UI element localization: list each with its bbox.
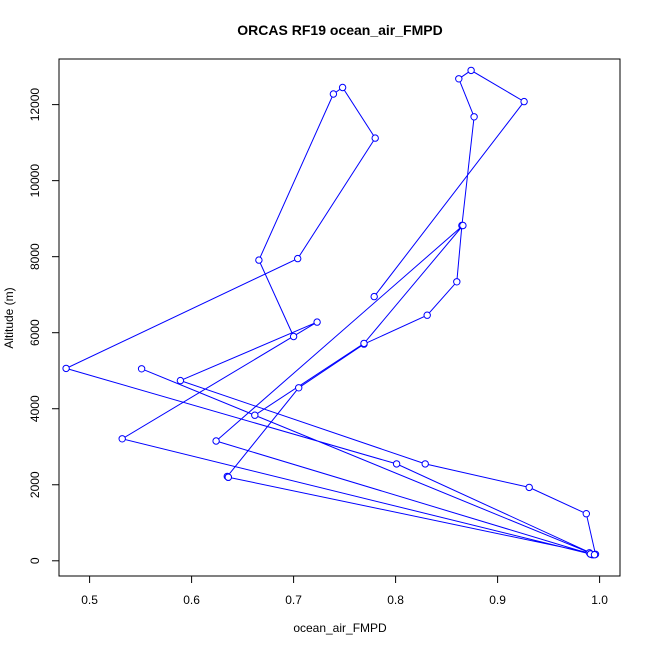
data-point [255, 256, 263, 264]
y-tick-label: 0 [28, 557, 42, 564]
y-axis-label: Altitude (m) [2, 287, 16, 348]
data-point [370, 292, 378, 301]
data-point [118, 435, 126, 443]
data-point [421, 460, 429, 468]
x-axis-label: ocean_air_FMPD [293, 621, 387, 635]
x-tick-label: 0.5 [81, 593, 98, 607]
data-point [371, 134, 379, 142]
data-point [392, 460, 401, 468]
data-point [459, 221, 467, 230]
data-point [453, 278, 461, 286]
y-tick-label: 8000 [28, 243, 42, 270]
data-point [470, 113, 478, 121]
series-line [226, 69, 525, 478]
data-point [289, 332, 298, 341]
x-tick-label: 0.6 [183, 593, 200, 607]
data-point [455, 75, 463, 83]
y-axis: 0 2000 4000 6000 8000 10000 12000 [28, 88, 60, 564]
data-point [525, 483, 533, 492]
data-point [329, 90, 338, 98]
data-point [251, 411, 259, 419]
x-tick-label: 0.8 [387, 593, 404, 607]
data-point [313, 318, 321, 326]
y-tick-label: 10000 [28, 164, 42, 198]
x-tick-label: 0.7 [285, 593, 302, 607]
data-point [224, 473, 233, 481]
y-tick-label: 2000 [28, 471, 42, 498]
data-point [520, 97, 528, 106]
x-tick-label: 0.9 [489, 593, 506, 607]
data-point [338, 83, 347, 92]
x-tick-label: 1.0 [591, 593, 608, 607]
data-point [467, 66, 475, 75]
data-point [360, 339, 368, 348]
data-point [582, 510, 590, 518]
data-point [590, 551, 599, 559]
data-point [137, 365, 146, 373]
y-tick-label: 6000 [28, 319, 42, 346]
x-axis: 0.5 0.6 0.7 0.8 0.9 1.0 [81, 575, 608, 607]
data-point [294, 254, 302, 263]
chart-title: ORCAS RF19 ocean_air_FMPD [237, 22, 442, 38]
data-point [423, 311, 431, 319]
data-point [62, 364, 70, 373]
data-point [176, 376, 185, 385]
data-point [295, 384, 303, 392]
data-point [212, 437, 220, 445]
y-tick-label: 12000 [28, 88, 42, 122]
series-layer [62, 66, 600, 559]
plot-area [58, 58, 621, 577]
y-tick-label: 4000 [28, 395, 42, 422]
series-line [120, 321, 597, 556]
